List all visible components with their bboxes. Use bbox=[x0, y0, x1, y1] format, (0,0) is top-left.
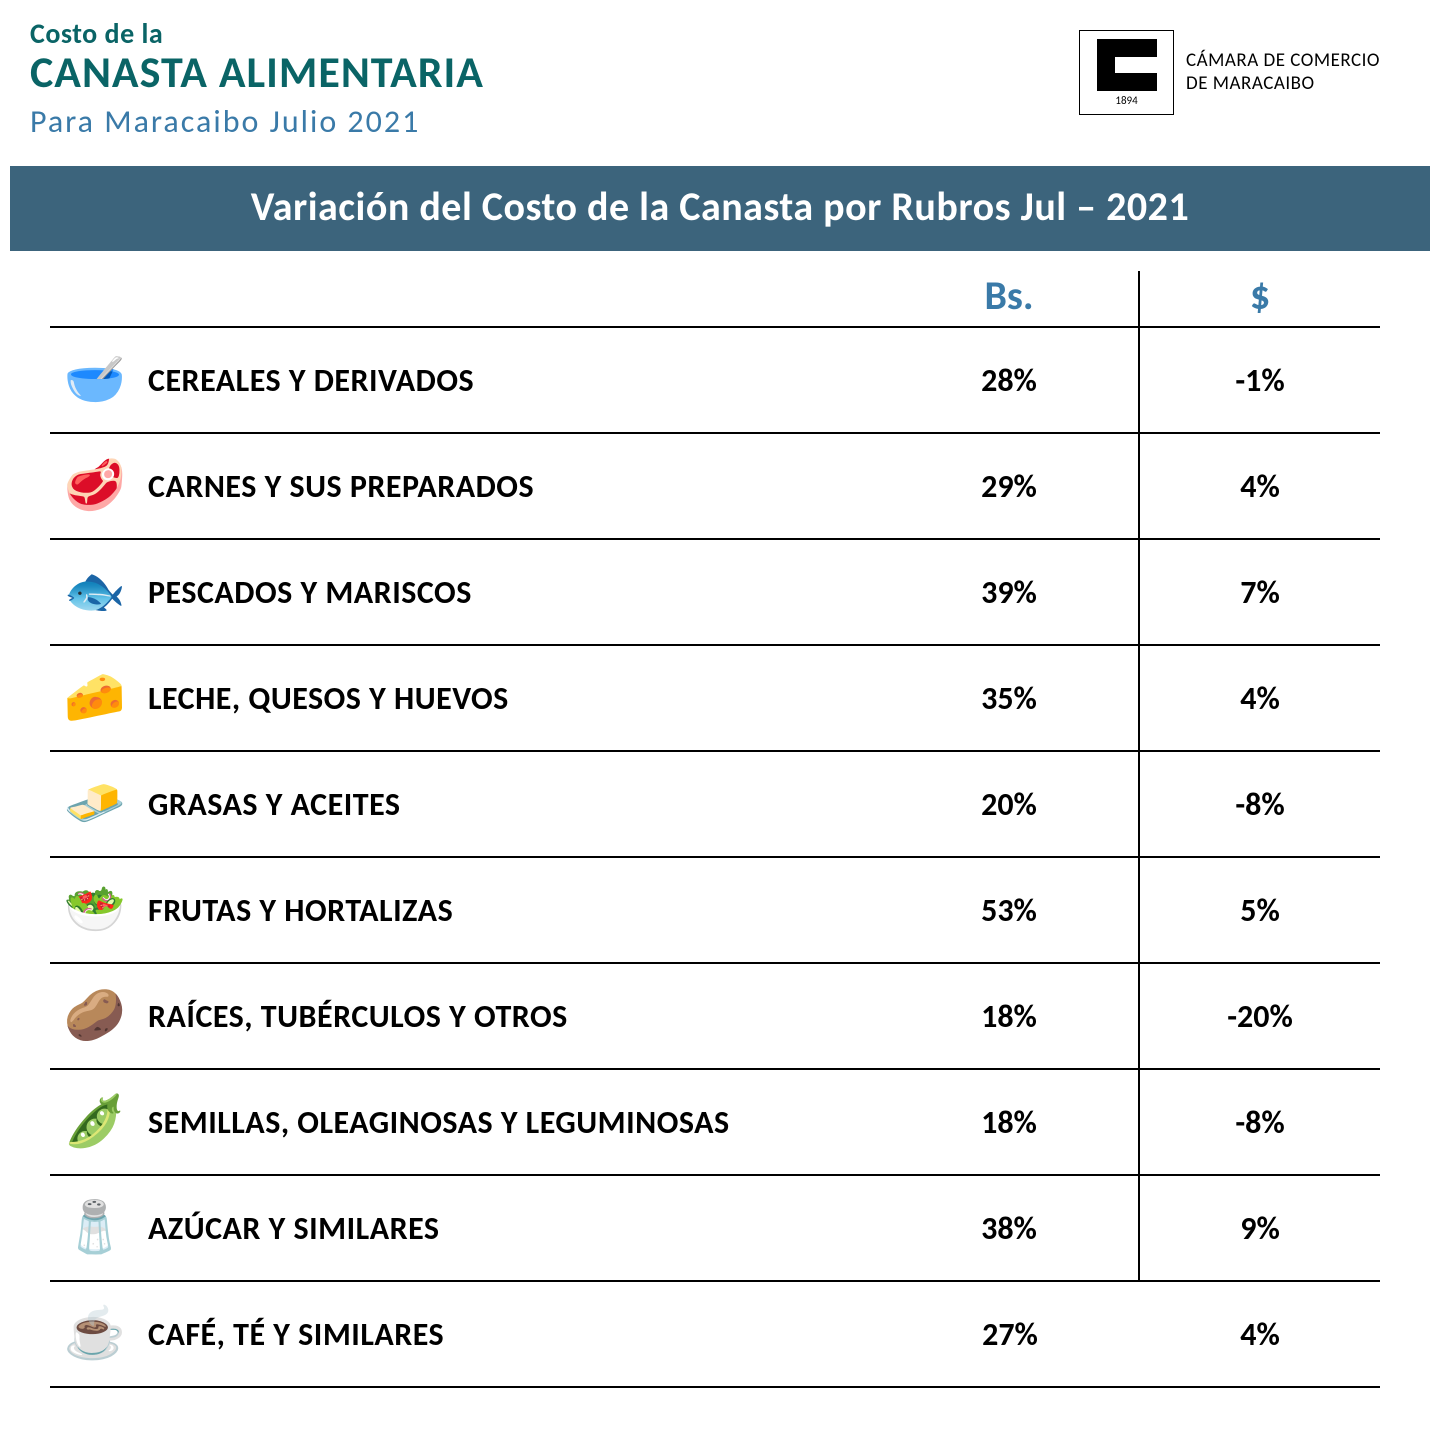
row-value-usd: -8% bbox=[1140, 785, 1380, 824]
row-value-usd: -20% bbox=[1140, 997, 1380, 1036]
row-value-bs: 28% bbox=[880, 328, 1140, 432]
title-line-2: CANASTA ALIMENTARIA bbox=[30, 50, 484, 94]
table-row: ☕CAFÉ, TÉ Y SIMILARES27%4% bbox=[50, 1282, 1380, 1388]
table-row: 🧈GRASAS Y ACEITES20%-8% bbox=[50, 752, 1380, 858]
table-row: 🥣CEREALES Y DERIVADOS28%-1% bbox=[50, 328, 1380, 434]
row-label: FRUTAS Y HORTALIZAS bbox=[140, 891, 880, 930]
row-value-bs: 38% bbox=[880, 1176, 1140, 1280]
row-icon: 🧀 bbox=[50, 673, 140, 723]
row-value-bs: 18% bbox=[880, 964, 1140, 1068]
row-icon: 🥣 bbox=[50, 355, 140, 405]
logo-year: 1894 bbox=[1115, 94, 1137, 107]
row-value-bs: 39% bbox=[880, 540, 1140, 644]
row-icon: 🥩 bbox=[50, 461, 140, 511]
table-header-empty bbox=[50, 271, 880, 326]
org-line-1: CÁMARA DE COMERCIO bbox=[1186, 50, 1380, 73]
table-row: 🫛SEMILLAS, OLEAGINOSAS Y LEGUMINOSAS18%-… bbox=[50, 1070, 1380, 1176]
row-value-usd: -1% bbox=[1140, 361, 1380, 400]
row-icon: ☕ bbox=[50, 1309, 140, 1359]
table-header-row: Bs. $ bbox=[50, 271, 1380, 328]
row-icon: 🧂 bbox=[50, 1203, 140, 1253]
row-value-usd: -8% bbox=[1140, 1103, 1380, 1142]
row-label: PESCADOS Y MARISCOS bbox=[140, 573, 880, 612]
table-header-bs: Bs. bbox=[880, 271, 1140, 326]
table-row: 🐟PESCADOS Y MARISCOS39%7% bbox=[50, 540, 1380, 646]
title-line-1: Costo de la bbox=[30, 20, 484, 48]
row-value-usd: 4% bbox=[1140, 1315, 1380, 1354]
row-icon: 🥗 bbox=[50, 885, 140, 935]
row-value-bs: 35% bbox=[880, 646, 1140, 750]
row-label: CAFÉ, TÉ Y SIMILARES bbox=[140, 1315, 880, 1354]
row-label: GRASAS Y ACEITES bbox=[140, 785, 880, 824]
title-block: Costo de la CANASTA ALIMENTARIA Para Mar… bbox=[30, 20, 484, 141]
table-row: 🧂AZÚCAR Y SIMILARES38%9% bbox=[50, 1176, 1380, 1282]
table-row: 🥔RAÍCES, TUBÉRCULOS Y OTROS18%-20% bbox=[50, 964, 1380, 1070]
row-value-usd: 5% bbox=[1140, 891, 1380, 930]
variation-table: Bs. $ 🥣CEREALES Y DERIVADOS28%-1%🥩CARNES… bbox=[0, 251, 1440, 1388]
row-label: CEREALES Y DERIVADOS bbox=[140, 361, 880, 400]
row-value-bs: 27% bbox=[880, 1282, 1140, 1386]
table-header-usd: $ bbox=[1140, 271, 1380, 326]
row-label: CARNES Y SUS PREPARADOS bbox=[140, 467, 880, 506]
section-banner: Variación del Costo de la Canasta por Ru… bbox=[10, 166, 1430, 251]
row-label: SEMILLAS, OLEAGINOSAS Y LEGUMINOSAS bbox=[140, 1103, 880, 1142]
row-value-usd: 9% bbox=[1140, 1209, 1380, 1248]
row-icon: 🫛 bbox=[50, 1097, 140, 1147]
org-block: 1894 CÁMARA DE COMERCIO DE MARACAIBO bbox=[1079, 30, 1380, 115]
org-logo-icon: 1894 bbox=[1079, 30, 1174, 115]
title-line-3: Para Maracaibo Julio 2021 bbox=[30, 102, 484, 141]
row-value-usd: 4% bbox=[1140, 679, 1380, 718]
table-row: 🥗FRUTAS Y HORTALIZAS53%5% bbox=[50, 858, 1380, 964]
row-value-usd: 7% bbox=[1140, 573, 1380, 612]
row-label: AZÚCAR Y SIMILARES bbox=[140, 1209, 880, 1248]
row-label: LECHE, QUESOS Y HUEVOS bbox=[140, 679, 880, 718]
row-value-bs: 29% bbox=[880, 434, 1140, 538]
row-icon: 🐟 bbox=[50, 567, 140, 617]
row-value-bs: 18% bbox=[880, 1070, 1140, 1174]
org-line-2: DE MARACAIBO bbox=[1186, 73, 1380, 96]
row-value-bs: 20% bbox=[880, 752, 1140, 856]
row-value-bs: 53% bbox=[880, 858, 1140, 962]
org-text: CÁMARA DE COMERCIO DE MARACAIBO bbox=[1186, 50, 1380, 96]
table-row: 🧀LECHE, QUESOS Y HUEVOS35%4% bbox=[50, 646, 1380, 752]
row-value-usd: 4% bbox=[1140, 467, 1380, 506]
row-label: RAÍCES, TUBÉRCULOS Y OTROS bbox=[140, 997, 880, 1036]
row-icon: 🧈 bbox=[50, 779, 140, 829]
table-row: 🥩CARNES Y SUS PREPARADOS29%4% bbox=[50, 434, 1380, 540]
row-icon: 🥔 bbox=[50, 991, 140, 1041]
page-header: Costo de la CANASTA ALIMENTARIA Para Mar… bbox=[0, 0, 1440, 151]
